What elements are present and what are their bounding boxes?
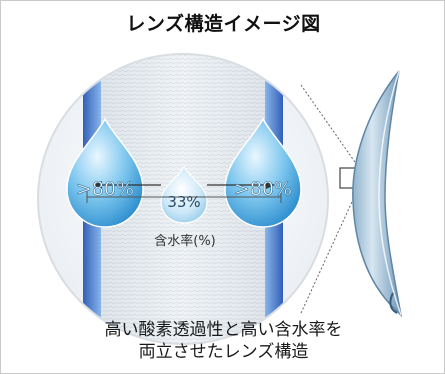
water-content-axis-label: 含水率(%): [154, 233, 216, 249]
caption-line-1: 高い酸素透過性と高い含水率を: [104, 320, 343, 340]
caption-line-2: 両立させたレンズ構造: [138, 342, 309, 362]
diagram-title: レンズ構造イメージ図: [126, 13, 321, 35]
width-arrow: [93, 181, 275, 189]
water-drop-center: [160, 165, 208, 224]
measurement-bracket: [86, 191, 282, 203]
drop-left-value: >80%: [76, 178, 134, 200]
drop-center-value: 33%: [167, 193, 200, 211]
zoom-guide-lines: [300, 84, 358, 314]
water-drop-left: [66, 117, 144, 228]
contact-lens-side-view: [352, 70, 403, 317]
water-drop-right: [224, 117, 302, 228]
drop-right-value: >80%: [234, 178, 292, 200]
